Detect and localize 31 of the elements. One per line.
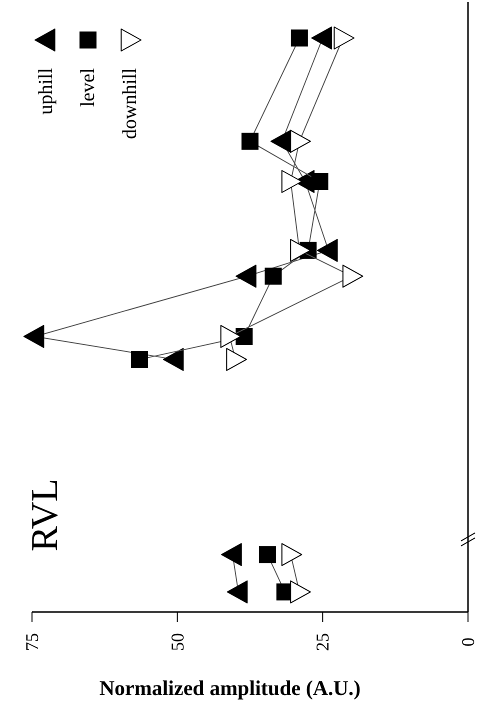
point — [290, 30, 308, 46]
point — [334, 26, 355, 50]
legend-label: level — [77, 68, 99, 107]
point — [290, 130, 311, 153]
annotation: RVL — [24, 478, 66, 552]
point — [342, 264, 364, 288]
point — [23, 324, 44, 348]
point — [290, 238, 311, 262]
point — [281, 170, 302, 193]
x-tick-label: 25 — [312, 633, 333, 651]
x-tick-label: 75 — [22, 633, 42, 651]
point — [316, 238, 338, 262]
point — [242, 132, 258, 150]
point — [258, 546, 276, 564]
point — [236, 264, 256, 288]
legend-label: uphill — [35, 68, 57, 115]
x-axis-title: Normalized amplitude (A.U.) — [99, 676, 361, 700]
x-tick-label: 50 — [167, 633, 188, 651]
point — [226, 580, 248, 604]
point — [162, 348, 184, 371]
x-tick-label: 0 — [458, 638, 478, 646]
point — [131, 350, 148, 368]
point — [311, 26, 332, 50]
legend-label: downhill — [119, 68, 141, 140]
point — [264, 268, 282, 285]
point — [220, 324, 242, 348]
point — [226, 348, 247, 371]
point — [290, 580, 311, 604]
point — [221, 543, 242, 566]
point — [311, 173, 328, 190]
point — [281, 543, 302, 566]
